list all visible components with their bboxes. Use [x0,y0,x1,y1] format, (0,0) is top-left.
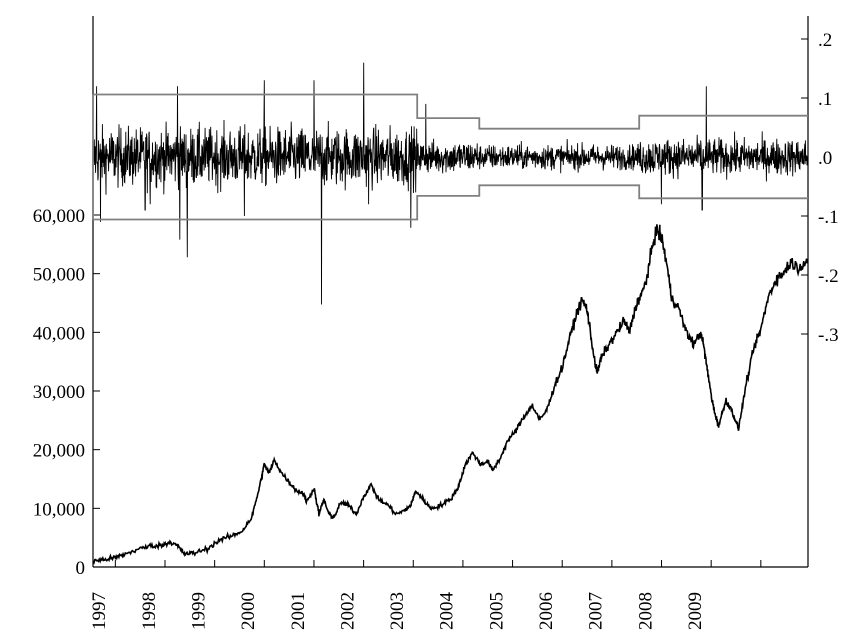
x-tick-label: 2004 [437,592,458,631]
price-series-line [92,224,809,565]
left-tick-label: 30,000 [33,382,85,403]
right-tick-label: .0 [818,148,832,169]
x-tick-label: 2005 [486,592,507,630]
right-axis: .2 .1 .0 -.1 -.2 -.3 [801,16,839,567]
plot-area [92,62,809,565]
left-tick-label: 60,000 [33,206,85,227]
x-tick-label: 2006 [536,592,557,630]
left-tick-label: 40,000 [33,323,85,344]
x-tick-label: 2002 [337,592,358,630]
right-tick-label: -.3 [818,325,839,346]
x-tick-label: 2007 [586,592,607,630]
x-tick-label: 1999 [188,592,209,630]
x-tick-label: 2009 [685,592,706,630]
band-lower-line [93,184,808,221]
left-tick-label: 20,000 [33,441,85,462]
right-tick-label: -.1 [818,207,839,228]
x-tick-label: 2001 [288,592,309,630]
right-tick-label: .2 [818,30,832,51]
left-axis: 0 10,000 20,000 30,000 40,000 50,000 60,000 [33,16,100,579]
x-tick-label: 1997 [89,592,110,630]
x-axis: 1997 1998 1999 2000 2001 2002 2003 2004 2005 2006… [89,560,808,630]
x-tick-label: 2000 [238,592,259,630]
left-tick-label: 10,000 [33,499,85,520]
right-tick-label: -.2 [818,266,839,287]
band-upper-line [93,93,808,130]
x-tick-label: 2003 [387,592,408,630]
returns-series-line [92,62,809,305]
right-tick-label: .1 [818,89,832,110]
left-tick-label: 0 [76,558,86,579]
x-tick-label: 1998 [139,592,160,630]
x-tick-label: 2008 [635,592,656,630]
left-tick-label: 50,000 [33,265,85,286]
